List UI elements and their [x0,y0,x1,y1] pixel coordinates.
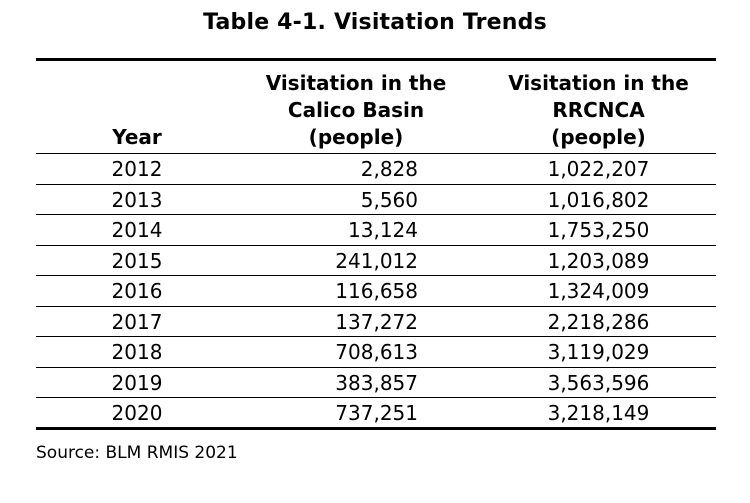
cell-calico-visitation: 13,124 [348,218,418,242]
cell-calico-visitation: 2,828 [360,157,418,181]
table-title: Table 4-1. Visitation Trends [203,10,547,35]
cell-calico-visitation: 383,857 [335,370,418,395]
header-calico-line1: Visitation in the [265,71,447,95]
cell-rrcnca-visitation: 3,218,149 [547,401,650,425]
table-row: 2015 241,012 1,203,089 [36,244,716,276]
cell-rrcnca-visitation: 1,022,207 [547,157,650,181]
cell-calico-visitation: 137,272 [335,309,418,334]
top-rule [36,58,716,61]
header-rrc-line2: RRCNCA [552,98,645,122]
cell-rrcnca-visitation: 1,324,009 [547,279,650,303]
cell-year: 2014 [111,218,163,242]
cell-year: 2015 [111,248,163,273]
table-header: Year Visitation in the Calico Basin (peo… [36,61,716,153]
cell-year: 2018 [111,340,163,364]
visitation-table: Year Visitation in the Calico Basin (peo… [36,58,716,430]
cell-rrcnca-visitation: 1,016,802 [547,187,650,212]
header-year-label: Year [112,125,162,149]
source-note: Source: BLM RMIS 2021 [36,443,238,463]
cell-rrcnca-visitation: 1,203,089 [547,248,650,273]
cell-rrcnca-visitation: 3,563,596 [547,370,650,395]
header-rrc-line1: Visitation in the [508,71,689,95]
cell-year: 2017 [111,309,163,334]
cell-year: 2013 [111,187,163,212]
table-row: 2019 383,857 3,563,596 [36,366,716,398]
table-row: 2017 137,272 2,218,286 [36,305,716,337]
cell-calico-visitation: 116,658 [335,279,418,303]
header-year: Year [86,124,188,151]
cell-calico-visitation: 5,560 [360,187,418,212]
table-row: 2020 737,251 3,218,149 [36,397,716,430]
cell-year: 2012 [111,157,163,181]
cell-rrcnca-visitation: 3,119,029 [547,340,650,364]
header-calico-basin: Visitation in the Calico Basin (people) [246,70,466,151]
cell-year: 2016 [111,279,163,303]
table-row: 2016 116,658 1,324,009 [36,275,716,306]
header-calico-line2: Calico Basin [287,98,425,122]
table-row: 2018 708,613 3,119,029 [36,336,716,367]
cell-calico-visitation: 241,012 [335,248,418,273]
table-body: 2012 2,828 1,022,207 2013 5,560 1,016,802 2014… [36,153,716,430]
table-row: 2013 5,560 1,016,802 [36,183,716,215]
header-calico-line3: (people) [308,125,404,149]
cell-calico-visitation: 737,251 [335,401,418,425]
cell-year: 2020 [111,401,163,425]
cell-rrcnca-visitation: 2,218,286 [547,309,650,334]
cell-calico-visitation: 708,613 [335,340,418,364]
cell-year: 2019 [111,370,163,395]
table-row: 2014 13,124 1,753,250 [36,214,716,245]
header-rrc-line3: (people) [551,125,646,149]
table-row: 2012 2,828 1,022,207 [36,153,716,184]
cell-rrcnca-visitation: 1,753,250 [547,218,650,242]
header-rrcnca: Visitation in the RRCNCA (people) [486,70,711,151]
